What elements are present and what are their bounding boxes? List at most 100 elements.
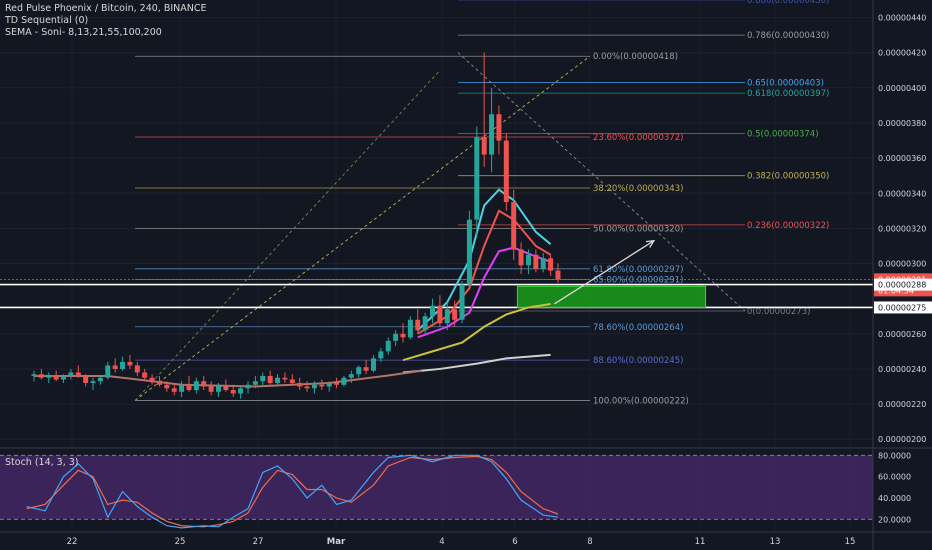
candle-body — [134, 365, 140, 373]
candle-body — [415, 319, 421, 331]
fib-trend-line — [134, 55, 591, 401]
candle-body — [193, 381, 199, 391]
price-tick-label: 0.00000320 — [878, 224, 926, 233]
candle-body — [393, 333, 399, 341]
stoch-band — [0, 455, 873, 520]
candle-body — [127, 361, 133, 366]
time-tick-label: 8 — [587, 537, 592, 547]
candle-body — [489, 114, 495, 155]
candle-body — [444, 309, 450, 324]
price-tick-label: 0.00000220 — [878, 400, 926, 409]
fib-retracement-label: 50.00%(0.00000320) — [593, 224, 683, 234]
projection-arrow-head — [645, 239, 656, 248]
price-tick-label: 0.00000420 — [878, 49, 926, 58]
fib-extension-label: 0.5(0.00000374) — [747, 130, 819, 140]
candle-body — [68, 372, 74, 376]
candle-body — [452, 309, 458, 320]
fib-retracement-label: 88.60%(0.00000245) — [593, 356, 683, 366]
sema-legend[interactable]: SEMA - Soni- 8,13,21,55,100,200 — [5, 27, 162, 38]
candle-body — [518, 249, 524, 266]
candle-body — [370, 358, 376, 371]
ema-line — [417, 209, 552, 335]
stoch-tick-label: 80.0000 — [878, 451, 911, 460]
candle-body — [238, 388, 244, 394]
fib-retracement-label: 78.60%(0.00000264) — [593, 323, 683, 333]
rally-trend-line — [134, 69, 441, 401]
symbol-title[interactable]: Red Pulse Phoenix / Bitcoin, 240, BINANC… — [5, 3, 207, 14]
candle-body — [61, 375, 67, 380]
stoch-k-line — [26, 454, 559, 529]
candle-body — [260, 375, 266, 382]
extension-trend-line — [457, 52, 746, 312]
td-sequential-legend[interactable]: TD Sequential (0) — [5, 15, 89, 26]
fib-extension-label: 0.618(0.00000397) — [747, 89, 829, 99]
time-tick-label: 6 — [512, 537, 517, 547]
fib-retracement-label: 0.00%(0.00000418) — [593, 52, 678, 62]
candle-body — [555, 270, 561, 280]
price-tag-label: 0.00000275 — [878, 303, 926, 312]
fib-extension-label: 0.886(0.00000450) — [747, 0, 829, 6]
candle-body — [149, 377, 155, 382]
candle-body — [466, 219, 472, 285]
candle-body — [407, 319, 413, 338]
candle-body — [105, 365, 111, 378]
candle-body — [171, 388, 177, 392]
candle-body — [31, 374, 37, 376]
time-tick-label: 25 — [175, 537, 186, 547]
candle-body — [430, 305, 436, 317]
target-zone — [516, 239, 707, 308]
candle-body — [511, 202, 517, 250]
fib-extension-label: 0(0.00000273) — [747, 307, 810, 317]
stoch-legend[interactable]: Stoch (14, 3, 3) — [5, 457, 79, 468]
stoch-tick-label: 40.0000 — [878, 494, 911, 503]
candle-body — [304, 386, 310, 389]
fib-extension-label: 0.786(0.00000430) — [747, 31, 829, 41]
fib-retracement-label: 38.20%(0.00000343) — [593, 184, 683, 194]
ema-line — [402, 302, 551, 362]
fib-extension-label: 0.236(0.00000322) — [747, 221, 829, 231]
fib-retracement-label: 100.00%(0.00000222) — [593, 397, 689, 407]
fib-retracement-label: 23.60%(0.00000372) — [593, 133, 683, 143]
candle-body — [437, 305, 443, 324]
time-tick-label: Mar — [327, 537, 346, 547]
candle-body — [496, 114, 502, 141]
price-tick-label: 0.00000300 — [878, 260, 926, 269]
price-tag-bg — [874, 278, 932, 291]
price-tick-label: 0.00000200 — [878, 435, 926, 444]
candle-body — [400, 333, 406, 338]
fibonacci-levels: 0.00%(0.00000418) 23.60%(0.00000372) 38.20… — [135, 0, 829, 407]
time-axis[interactable]: 22 25 27 Mar 4 6 8 11 13 15 — [0, 447, 932, 547]
candle-body — [186, 384, 192, 391]
candle-body — [230, 390, 236, 394]
candle-body — [481, 137, 487, 155]
candle-body — [378, 351, 384, 359]
candle-body — [341, 377, 347, 385]
fib-extension-label: 0.382(0.00000350) — [747, 172, 829, 182]
candle-body — [356, 367, 362, 375]
price-tag-label: 0.00000288 — [878, 281, 926, 290]
candle-body — [245, 384, 251, 389]
candle-body — [252, 381, 258, 385]
candle-body — [459, 284, 465, 320]
candle-body — [267, 375, 273, 383]
candle-body — [53, 375, 59, 380]
candle-body — [142, 372, 148, 378]
price-tag-bg — [874, 301, 932, 314]
price-tick-label: 0.00000360 — [878, 154, 926, 163]
candle-body — [297, 382, 303, 387]
time-tick-label: 15 — [845, 537, 856, 547]
candle-body — [208, 386, 214, 392]
candle-body — [216, 386, 221, 392]
stoch-d-line — [26, 455, 559, 528]
time-tick-label: 27 — [253, 537, 264, 547]
fib-retracement-label: 61.80%(0.00000297) — [593, 265, 683, 275]
candle-body — [533, 254, 539, 269]
candle-body — [540, 258, 546, 269]
candle-body — [223, 386, 229, 391]
time-tick-label: 13 — [770, 537, 781, 547]
ema-line — [402, 353, 551, 374]
candle-body — [363, 367, 369, 371]
time-tick-label: 22 — [67, 537, 78, 547]
